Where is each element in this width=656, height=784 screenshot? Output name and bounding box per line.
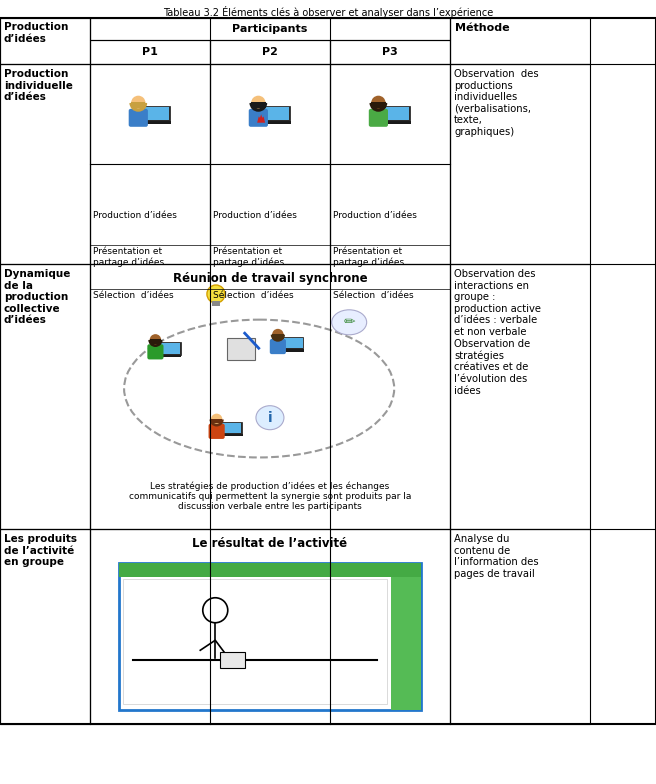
Circle shape [371,96,386,110]
Text: Le résultat de l’activité: Le résultat de l’activité [192,537,348,550]
Circle shape [131,96,146,110]
Bar [281,349,304,351]
Text: i: i [268,411,272,425]
Bar [385,107,409,120]
Circle shape [150,334,161,346]
Bar [227,338,255,360]
Text: Présentation et
partage d’idées: Présentation et partage d’idées [333,247,404,267]
Polygon shape [257,114,265,123]
Circle shape [207,285,225,303]
Bar [371,102,386,108]
Bar [384,106,410,122]
Text: Présentation et
partage d’idées: Présentation et partage d’idées [213,247,284,267]
Bar [283,338,302,348]
Text: Tableau 3.2 Éléments clés à observer et analyser dans l’expérience: Tableau 3.2 Éléments clés à observer et … [163,6,493,18]
Bar [150,339,161,344]
Text: Sélection  d’idées: Sélection d’idées [333,291,413,300]
Bar [383,122,411,124]
Bar [212,301,220,306]
Bar [145,107,169,120]
Bar [211,419,222,423]
Bar [119,563,421,577]
Bar [220,652,245,668]
Circle shape [211,414,222,425]
Bar [450,264,590,529]
Circle shape [251,96,266,110]
Bar [220,434,243,437]
Bar [391,577,421,710]
Bar [0,529,90,724]
Bar [282,337,303,349]
Text: Dynamique
de la
production
collective
d’idées: Dynamique de la production collective d’… [4,269,70,325]
Text: Production
individuelle
d’idées: Production individuelle d’idées [4,69,73,102]
Bar [90,18,450,40]
Bar [90,40,210,64]
FancyBboxPatch shape [369,109,388,127]
Bar [251,102,266,108]
Bar [123,579,387,704]
Bar [210,64,330,264]
Bar [90,529,450,724]
Bar [265,107,289,120]
Bar [90,264,450,529]
Text: Production d’idées: Production d’idées [93,211,176,220]
Bar [0,264,90,529]
Bar [131,102,146,108]
FancyBboxPatch shape [129,109,148,127]
Bar [221,422,242,434]
Bar [450,18,590,64]
Text: Les produits
de l’activité
en groupe: Les produits de l’activité en groupe [4,534,77,567]
Bar [330,64,450,264]
Bar [0,64,90,264]
Text: Réunion de travail synchrone: Réunion de travail synchrone [173,272,367,285]
Text: Observation  des
productions
individuelles
(verbalisations,
texte,
graphiques): Observation des productions individuelle… [454,69,539,137]
FancyBboxPatch shape [209,423,225,439]
Bar [450,64,590,264]
Text: Sélection  d’idées: Sélection d’idées [213,291,293,300]
Text: Méthode: Méthode [455,23,510,33]
Text: Observation des
interactions en
groupe :
production active
d’idées : verbale
et : Observation des interactions en groupe :… [454,269,541,396]
Ellipse shape [256,405,284,430]
Text: P3: P3 [382,47,398,57]
FancyBboxPatch shape [249,109,268,127]
Ellipse shape [332,310,367,335]
Text: Analyse du
contenu de
l’information des
pages de travail: Analyse du contenu de l’information des … [454,534,539,579]
Bar [264,106,290,122]
Bar [0,18,90,64]
Bar [161,343,180,354]
Text: Sélection  d’idées: Sélection d’idées [93,291,173,300]
FancyBboxPatch shape [148,344,163,359]
Bar [119,563,421,710]
Text: P2: P2 [262,47,278,57]
Circle shape [272,328,283,340]
Bar [159,343,181,354]
Text: Production
d’idées: Production d’idées [4,22,68,44]
Text: Participants: Participants [232,24,308,34]
Bar [263,122,291,124]
Text: Les stratégies de production d’idées et les échanges
communicatifs qui permetten: Les stratégies de production d’idées et … [129,481,411,511]
Text: P1: P1 [142,47,158,57]
Text: Production d’idées: Production d’idées [213,211,297,220]
Text: Production d’idées: Production d’idées [333,211,417,220]
Bar [450,529,590,724]
Bar [90,64,210,264]
Bar [210,40,330,64]
Bar [144,106,170,122]
Bar [222,423,241,434]
Bar [272,334,283,339]
Bar [159,354,182,357]
Text: Présentation et
partage d’idées: Présentation et partage d’idées [93,247,164,267]
Bar [330,40,450,64]
Text: ✏: ✏ [343,315,355,329]
Bar [143,122,171,124]
FancyBboxPatch shape [270,339,286,354]
